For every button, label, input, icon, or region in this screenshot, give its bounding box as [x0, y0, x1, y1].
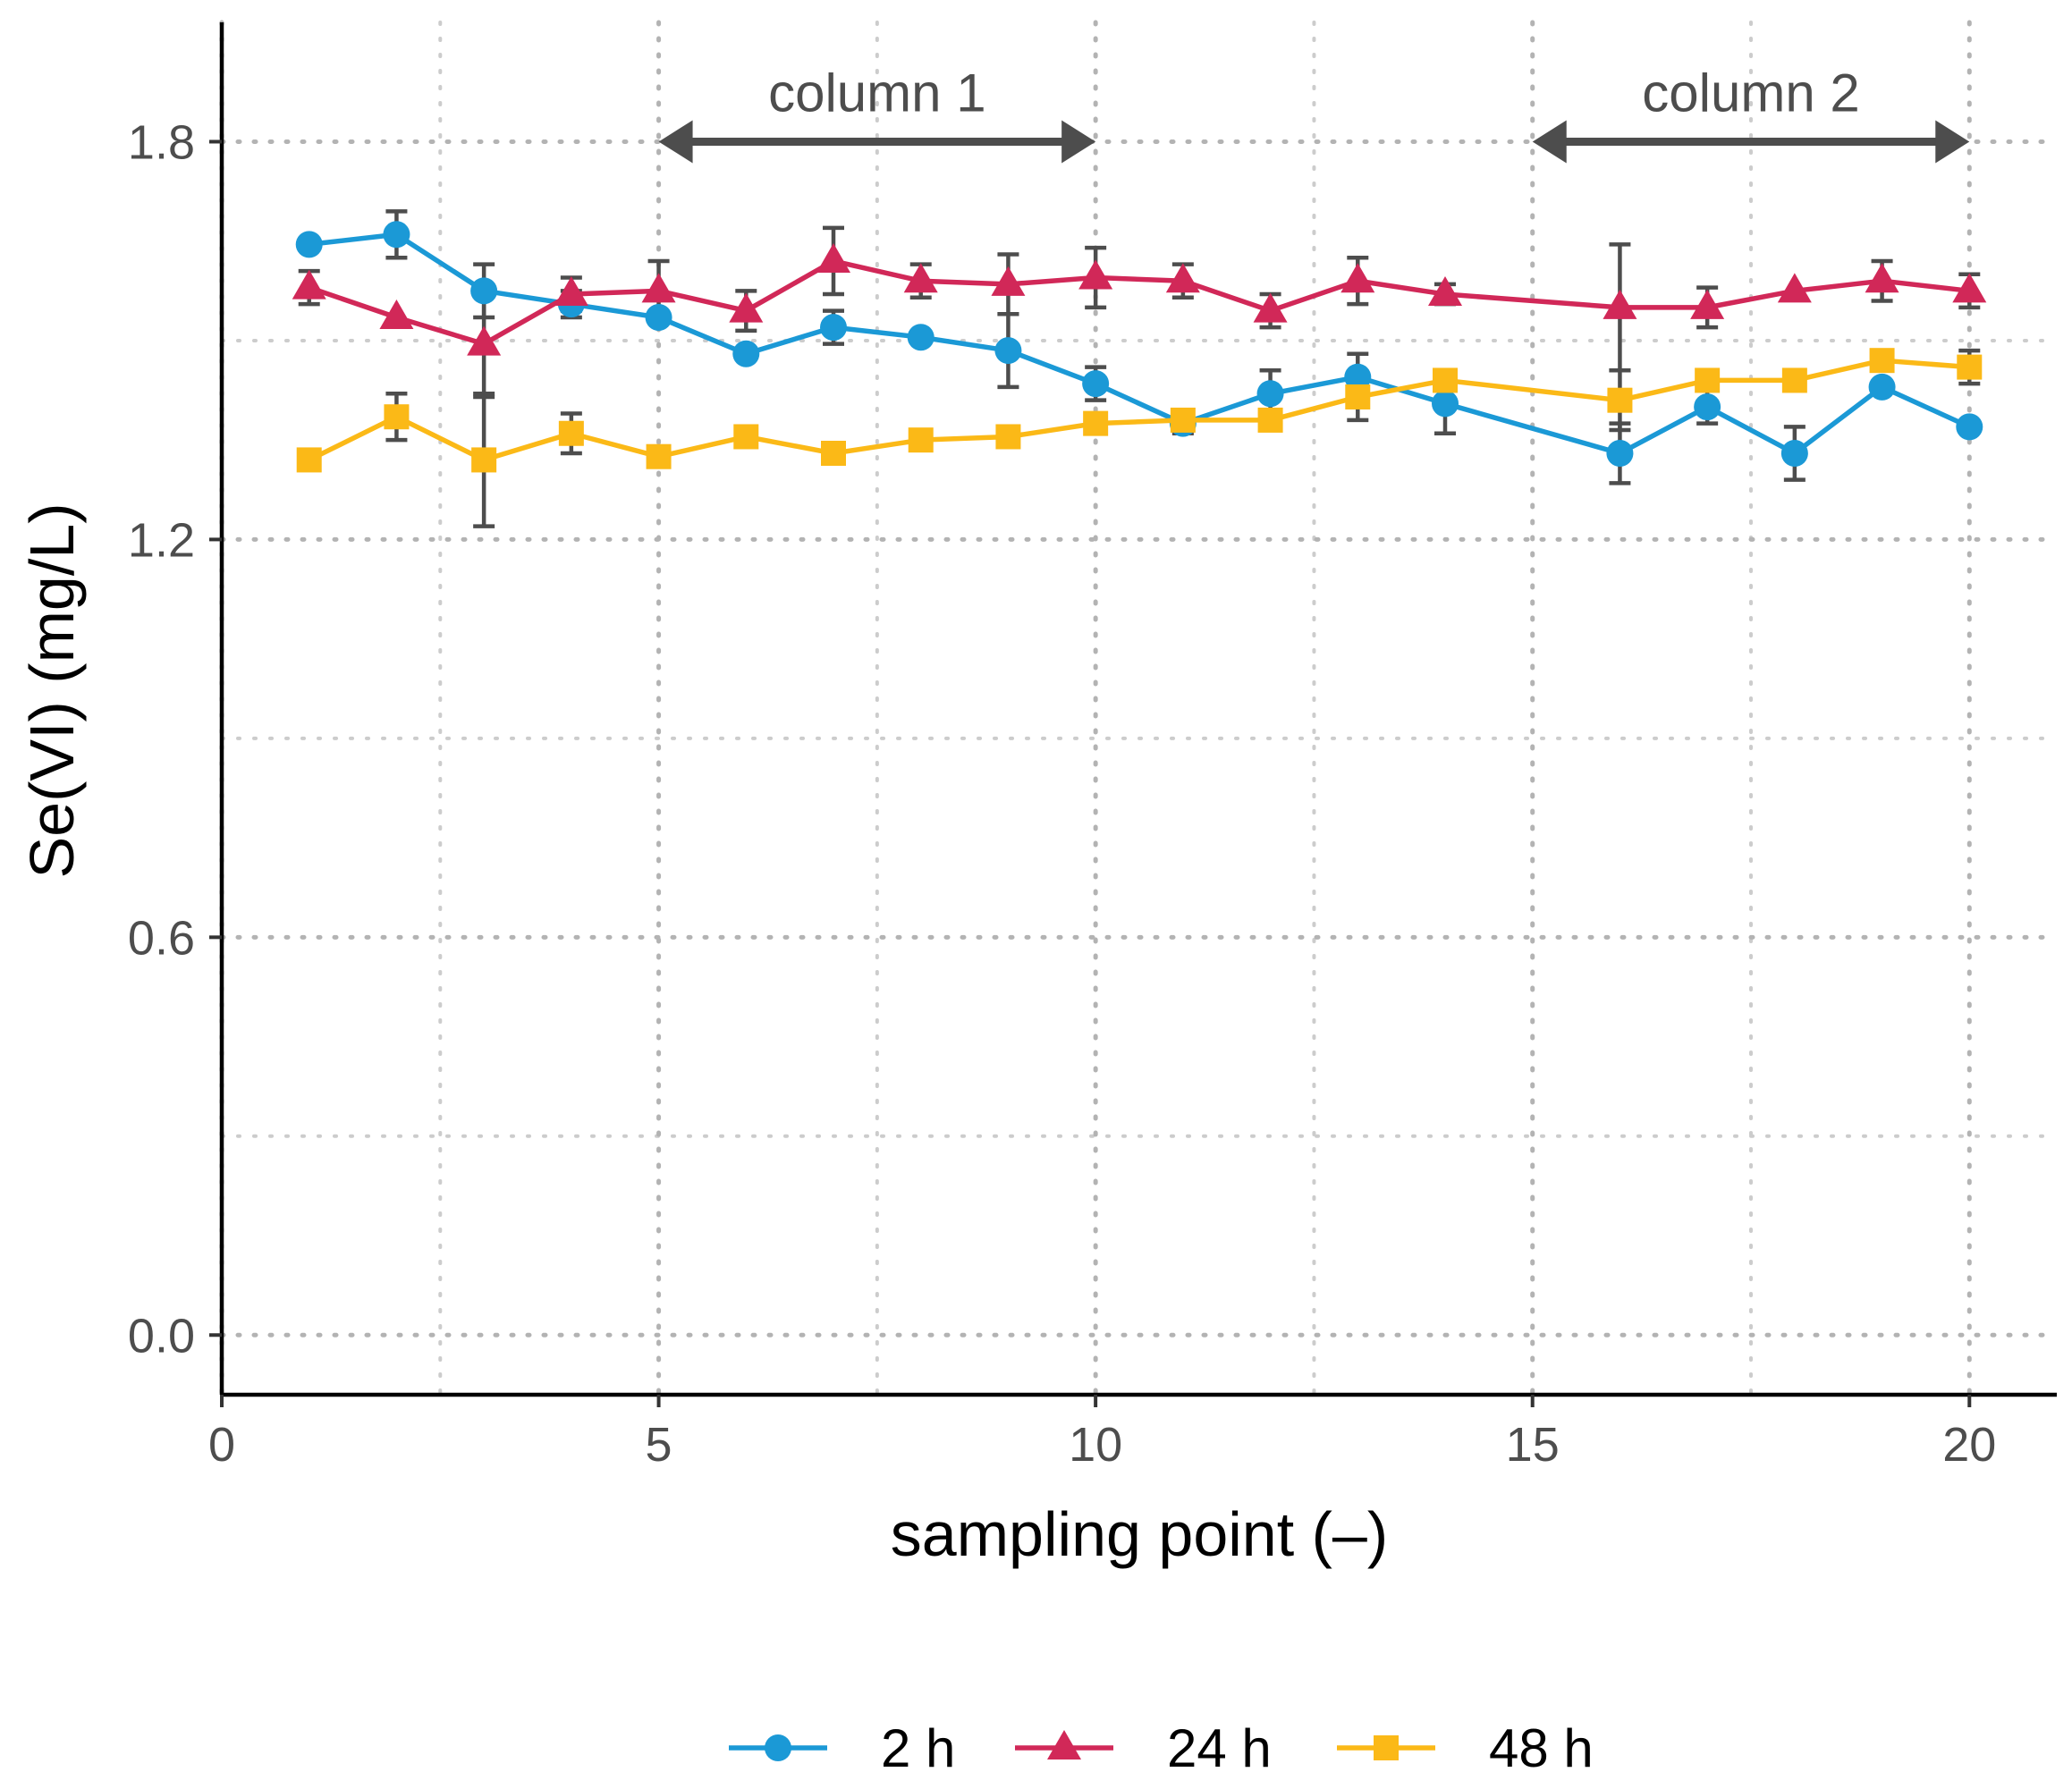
y-tick-label: 1.8: [128, 115, 195, 169]
legend: 2 h 24 h 48 h: [729, 1718, 1594, 1778]
data-point-2h: [1082, 370, 1110, 398]
data-point-24h: [729, 292, 764, 323]
data-point-48h: [1781, 367, 1807, 393]
x-tick-label: 10: [1069, 1418, 1122, 1472]
data-point-48h: [1170, 407, 1196, 433]
data-point-2h: [1432, 390, 1459, 418]
data-point-2h: [1256, 380, 1284, 408]
data-point-2h: [732, 340, 760, 367]
data-point-48h: [384, 404, 410, 430]
data-point-48h: [1083, 410, 1109, 436]
data-point-48h: [908, 427, 934, 453]
y-axis-title: Se(VI) (mg/L): [17, 502, 87, 878]
data-point-48h: [733, 424, 759, 450]
annotation-arrow-head-right: [1935, 120, 1970, 164]
data-point-48h: [471, 447, 497, 473]
data-point-24h: [641, 273, 676, 303]
legend-item-24h: 24 h: [1015, 1718, 1272, 1778]
series-24h: [292, 242, 1987, 356]
data-point-48h: [821, 441, 846, 467]
annotation-arrow-head-left: [1532, 120, 1567, 164]
legend-label-24h: 24 h: [1167, 1718, 1272, 1778]
data-point-24h: [554, 276, 588, 307]
annotation-2: column 2: [1532, 63, 1970, 164]
data-point-24h: [1078, 259, 1113, 290]
data-point-2h: [383, 221, 410, 249]
data-point-48h: [995, 424, 1021, 450]
legend-marker-24h: [1047, 1730, 1081, 1759]
data-point-2h: [994, 337, 1022, 365]
data-point-24h: [1952, 273, 1987, 303]
data-point-48h: [1345, 384, 1371, 409]
x-tick-label: 15: [1506, 1418, 1560, 1472]
data-point-2h: [907, 324, 935, 351]
annotation-1: column 1: [658, 63, 1096, 164]
data-point-24h: [467, 325, 502, 356]
data-point-24h: [1253, 292, 1288, 323]
annotation-arrow-head-right: [1061, 120, 1096, 164]
data-point-24h: [903, 263, 938, 293]
legend-label-2h: 2 h: [881, 1718, 955, 1778]
data-point-24h: [1428, 276, 1462, 307]
tick-labels: 0 5 10 15 20 0.0 0.6 1.2 1.8: [128, 115, 1996, 1472]
y-tick-label: 1.2: [128, 513, 195, 567]
data-point-2h: [1780, 440, 1808, 468]
data-point-48h: [1957, 354, 1983, 380]
legend-label-48h: 48 h: [1489, 1718, 1594, 1778]
axes: [219, 22, 2057, 1397]
x-tick-label: 5: [646, 1418, 672, 1472]
data-point-2h: [645, 303, 672, 331]
data-point-48h: [646, 443, 672, 469]
data-point-48h: [1695, 367, 1721, 393]
x-tick-label: 0: [208, 1418, 235, 1472]
data-point-2h: [295, 231, 323, 258]
data-point-2h: [1868, 373, 1896, 401]
data-point-24h: [816, 242, 850, 273]
data-point-2h: [1344, 363, 1372, 391]
data-point-24h: [991, 266, 1026, 296]
data-point-2h: [820, 314, 847, 342]
data-point-24h: [292, 269, 326, 300]
data-point-24h: [1340, 263, 1375, 293]
data-point-24h: [1777, 273, 1812, 303]
data-point-24h: [379, 299, 414, 329]
x-axis-title: sampling point (–): [891, 1499, 1388, 1569]
series-layer: [292, 209, 1987, 528]
data-point-2h: [1956, 413, 1983, 441]
data-point-2h: [1694, 393, 1721, 421]
legend-marker-48h: [1374, 1735, 1399, 1760]
annotation-arrow-head-left: [658, 120, 693, 164]
legend-marker-2h: [765, 1734, 791, 1761]
data-point-48h: [296, 447, 322, 473]
annotation-label: column 1: [768, 63, 985, 122]
data-point-2h: [1606, 440, 1634, 468]
data-point-24h: [1165, 263, 1200, 293]
data-point-48h: [1869, 348, 1895, 374]
series-48h: [296, 348, 1983, 473]
legend-item-2h: 2 h: [729, 1718, 955, 1778]
data-point-24h: [1603, 289, 1637, 319]
data-point-24h: [1690, 289, 1725, 319]
data-point-48h: [558, 420, 584, 446]
legend-item-48h: 48 h: [1337, 1718, 1594, 1778]
series-2h: [295, 221, 1983, 468]
annotations: column 1 column 2: [658, 63, 1970, 164]
data-point-2h: [470, 277, 498, 305]
error-bars: [298, 209, 1981, 528]
data-point-24h: [1865, 263, 1899, 293]
annotation-label: column 2: [1642, 63, 1859, 122]
grid-lines: [219, 20, 2059, 1397]
series-line-48h: [308, 358, 1970, 463]
y-tick-label: 0.0: [128, 1309, 195, 1363]
data-point-48h: [1257, 407, 1283, 433]
data-point-48h: [1433, 367, 1458, 393]
data-point-48h: [1607, 387, 1633, 413]
x-tick-label: 20: [1942, 1418, 1996, 1472]
y-tick-label: 0.6: [128, 911, 195, 965]
